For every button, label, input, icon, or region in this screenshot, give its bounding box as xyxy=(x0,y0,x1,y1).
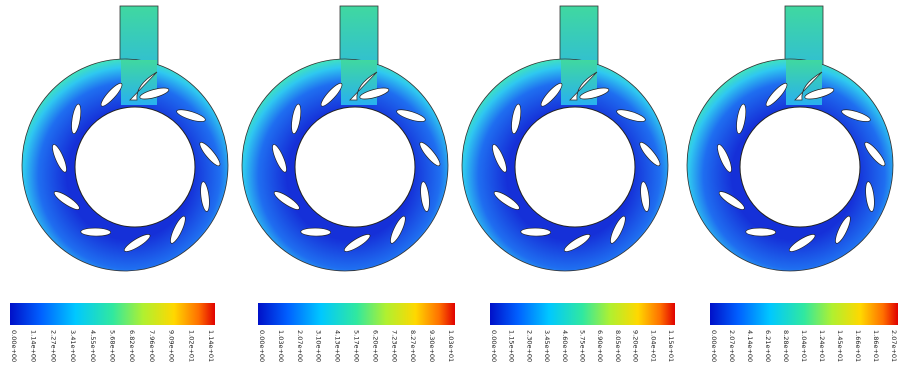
colorbar-label: 2.07e+01 xyxy=(890,330,898,362)
volute xyxy=(242,6,448,271)
colorbar-label: 4.14e+00 xyxy=(746,330,754,362)
colorbar-label: 8.05e+00 xyxy=(614,330,622,362)
colorbar-label: 9.30e+00 xyxy=(428,330,436,362)
volute xyxy=(22,6,228,271)
colorbar-label: 7.23e+00 xyxy=(390,330,398,362)
colorbar-label: 1.15e+01 xyxy=(667,330,675,362)
colorbar-label: 3.41e+00 xyxy=(69,330,77,362)
blade xyxy=(301,228,331,237)
colorbar-label: 2.07e+00 xyxy=(296,330,304,362)
colorbar-label: 9.20e+00 xyxy=(632,330,640,362)
colorbar-label: 6.21e+00 xyxy=(764,330,772,362)
colorbar-label: 1.02e+01 xyxy=(187,330,195,362)
blade xyxy=(521,228,551,237)
colorbar-label: 1.03e+01 xyxy=(447,330,455,362)
colorbar-label: 1.66e+01 xyxy=(854,330,862,362)
colorbar-label: 2.27e+00 xyxy=(49,330,57,362)
colorbar-label: 4.60e+00 xyxy=(561,330,569,362)
volute xyxy=(462,6,668,271)
impeller-hub xyxy=(515,107,635,227)
impeller-hub xyxy=(295,107,415,227)
colorbar-label: 1.45e+01 xyxy=(836,330,844,362)
colorbar-label: 1.14e+00 xyxy=(30,330,38,362)
colorbar xyxy=(710,303,898,325)
colorbar-label: 1.03e+00 xyxy=(277,330,285,362)
figure: 0.00e+00 1.14e+00 2.27e+00 3.41e+00 4.55e+00… xyxy=(0,0,902,384)
colorbar-label: 3.10e+00 xyxy=(315,330,323,362)
colorbar-label: 6.20e+00 xyxy=(371,330,379,362)
colorbar xyxy=(258,303,455,325)
colorbar-label: 5.68e+00 xyxy=(109,330,117,362)
colorbar-label: 5.17e+00 xyxy=(353,330,361,362)
colorbar-label: 0.00e+00 xyxy=(10,330,18,362)
colorbar xyxy=(490,303,675,325)
volute xyxy=(687,6,893,271)
colorbar-label: 4.55e+00 xyxy=(89,330,97,362)
colorbar-label: 1.86e+01 xyxy=(872,330,880,362)
colorbar-label: 0.00e+00 xyxy=(490,330,498,362)
colorbar-label: 5.75e+00 xyxy=(579,330,587,362)
impeller-hub xyxy=(740,107,860,227)
colorbar-label: 7.96e+00 xyxy=(148,330,156,362)
impeller-hub xyxy=(75,107,195,227)
blade xyxy=(746,228,776,237)
colorbar xyxy=(10,303,215,325)
colorbar-label: 1.24e+01 xyxy=(818,330,826,362)
colorbar-label: 8.27e+00 xyxy=(409,330,417,362)
colorbar-label: 6.90e+00 xyxy=(596,330,604,362)
colorbar-label: 1.14e+01 xyxy=(207,330,215,362)
colorbar-label: 1.04e+01 xyxy=(800,330,808,362)
blade xyxy=(81,228,111,237)
colorbar-label: 2.07e+00 xyxy=(728,330,736,362)
colorbar-label: 1.04e+01 xyxy=(649,330,657,362)
colorbar-label: 9.09e+00 xyxy=(168,330,176,362)
colorbar-label: 3.45e+00 xyxy=(543,330,551,362)
colorbar-label: 1.15e+00 xyxy=(508,330,516,362)
colorbar-label: 0.00e+00 xyxy=(258,330,266,362)
colorbar-label: 2.30e+00 xyxy=(525,330,533,362)
colorbar-label: 8.28e+00 xyxy=(782,330,790,362)
colorbar-label: 0.00e+00 xyxy=(710,330,718,362)
colorbar-label: 6.82e+00 xyxy=(128,330,136,362)
colorbar-label: 4.13e+00 xyxy=(334,330,342,362)
